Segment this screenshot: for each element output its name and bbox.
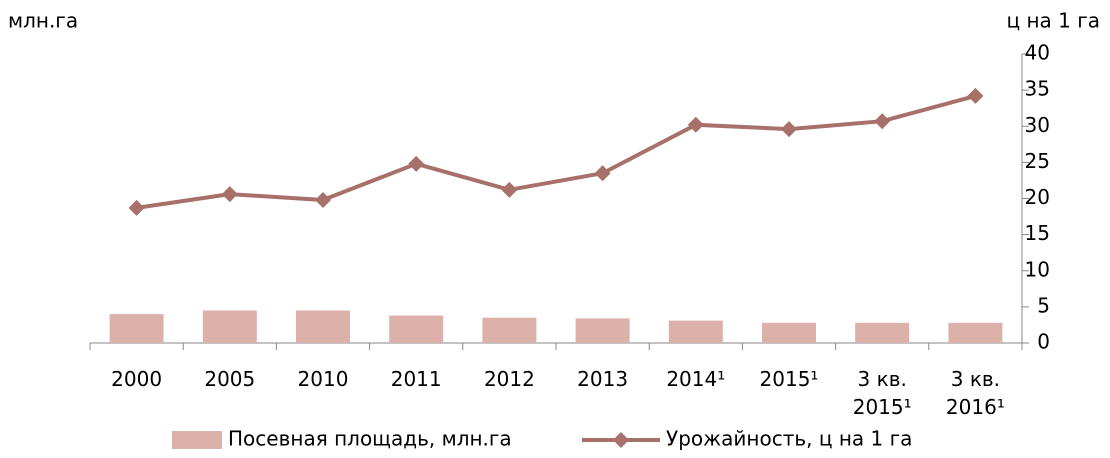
line-marker xyxy=(128,199,145,216)
x-tick-label: 3 кв. 2015¹ xyxy=(852,367,912,419)
y2-tick-label: 30 xyxy=(1025,113,1050,137)
x-tick-label: 2005 xyxy=(204,367,256,391)
y2-tick-label: 0 xyxy=(1037,330,1050,354)
y2-tick-label: 40 xyxy=(1025,41,1050,65)
line-marker xyxy=(221,186,238,203)
x-tick-label: 2010 xyxy=(297,367,349,391)
x-tick-label: 2012 xyxy=(483,367,535,391)
line-marker xyxy=(781,121,797,138)
y-axis-label: млн.га xyxy=(8,9,78,33)
line-marker xyxy=(315,191,331,208)
y2-tick-label: 15 xyxy=(1025,221,1050,245)
x-tick-label: 2011 xyxy=(390,367,442,391)
y2-axis-label: ц на 1 га xyxy=(1006,9,1100,33)
legend-swatch xyxy=(172,431,222,449)
line-marker xyxy=(501,181,518,198)
line-marker xyxy=(687,116,704,133)
bar xyxy=(202,310,257,343)
line-marker xyxy=(408,155,425,172)
legend-label: Посевная площадь, млн.га xyxy=(228,427,512,451)
line-marker xyxy=(967,87,984,104)
bar xyxy=(575,318,630,343)
bar xyxy=(855,322,910,343)
x-tick-label: 2015¹ xyxy=(759,367,819,391)
bar xyxy=(482,317,537,343)
y2-tick-label: 10 xyxy=(1025,257,1050,281)
bar xyxy=(668,320,723,343)
bar xyxy=(948,322,1003,343)
bar xyxy=(389,315,444,343)
x-tick-label: 2000 xyxy=(111,367,163,391)
bar xyxy=(109,314,164,343)
x-tick-label: 2013 xyxy=(577,367,629,391)
line xyxy=(136,93,976,210)
legend-swatch-marker xyxy=(613,432,629,448)
y2-tick-label: 35 xyxy=(1025,77,1050,101)
y2-tick-label: 25 xyxy=(1025,149,1050,173)
x-tick-label: 3 кв. 2016¹ xyxy=(945,367,1005,419)
line-marker xyxy=(874,113,891,130)
legend-label: Урожайность, ц на 1 га xyxy=(666,427,912,451)
y2-tick-label: 20 xyxy=(1025,185,1050,209)
bar xyxy=(296,310,350,343)
bar xyxy=(762,322,816,343)
x-tick-label: 2014¹ xyxy=(666,367,726,391)
y2-tick-label: 5 xyxy=(1037,293,1050,317)
line-marker xyxy=(594,165,611,182)
